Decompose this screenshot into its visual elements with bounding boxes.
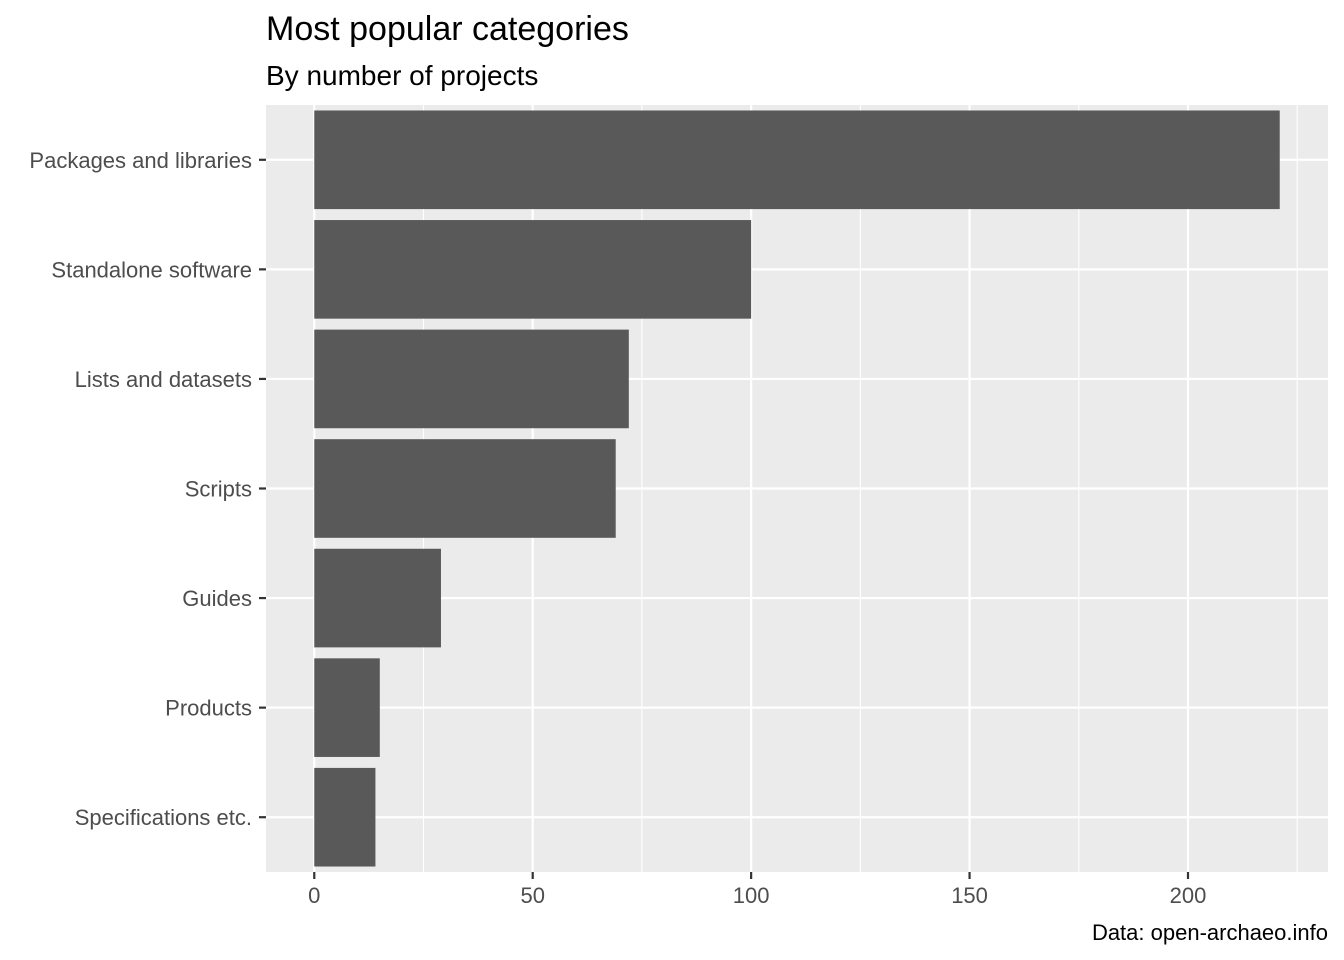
y-tick-label: Guides	[182, 586, 252, 611]
y-tick-label: Products	[165, 696, 252, 721]
bar	[314, 110, 1280, 210]
y-tick-label: Packages and libraries	[29, 148, 252, 173]
y-axis: Packages and libraries Standalone softwar…	[29, 148, 266, 830]
chart-title: Most popular categories	[266, 10, 629, 48]
x-tick-label: 150	[951, 883, 988, 908]
chart-subtitle: By number of projects	[266, 60, 538, 91]
bar	[314, 548, 441, 648]
x-tick-label: 0	[308, 883, 320, 908]
bar	[314, 329, 629, 429]
x-axis: 0 50 100 150 200	[308, 872, 1206, 908]
bars	[314, 110, 1280, 867]
x-tick-label: 200	[1170, 883, 1207, 908]
x-tick-label: 100	[733, 883, 770, 908]
bar	[314, 439, 616, 538]
y-tick-label: Specifications etc.	[75, 805, 252, 830]
bar	[314, 220, 752, 319]
y-tick-label: Lists and datasets	[75, 367, 252, 392]
bar	[314, 767, 376, 867]
y-tick-label: Scripts	[185, 477, 252, 502]
chart-caption: Data: open-archaeo.info	[1092, 920, 1328, 945]
x-tick-label: 50	[520, 883, 544, 908]
y-tick-label: Standalone software	[51, 257, 252, 282]
bar	[314, 658, 380, 757]
